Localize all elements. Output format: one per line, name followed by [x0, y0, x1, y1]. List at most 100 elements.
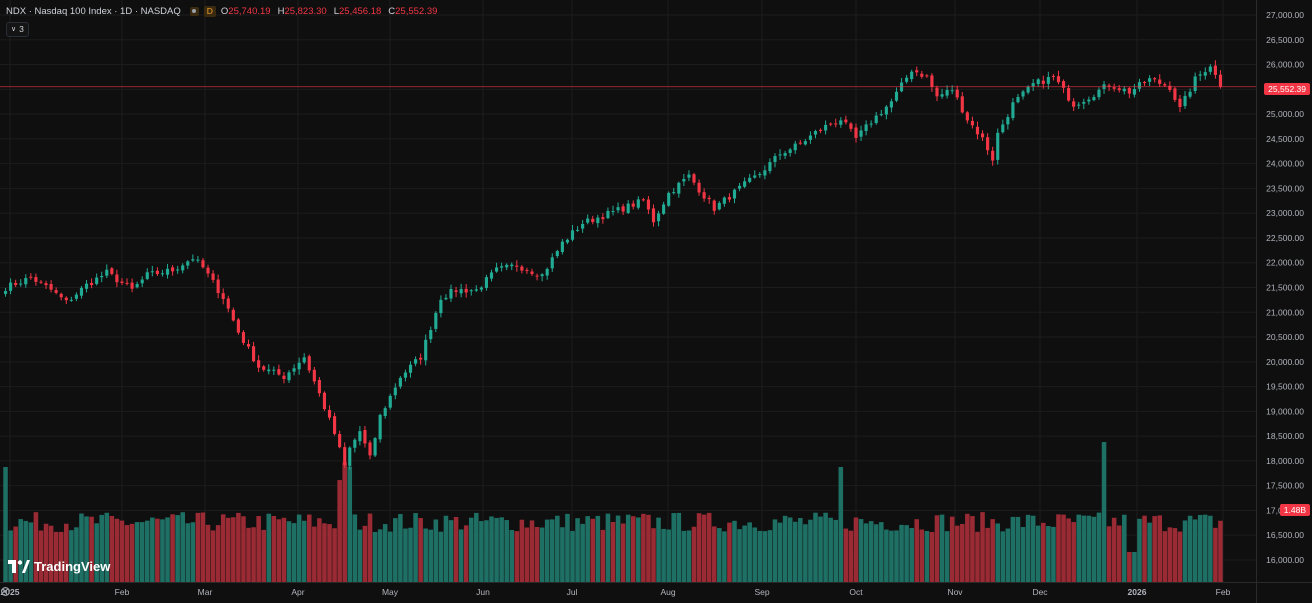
volume-bar	[1096, 512, 1102, 582]
candle-body	[408, 364, 413, 373]
candle-body	[996, 132, 1000, 160]
volume-bar	[924, 530, 930, 582]
candle-body	[889, 101, 893, 108]
volume-bar	[327, 524, 332, 582]
candle-body	[631, 203, 635, 207]
volume-bar	[418, 518, 423, 582]
candle-body	[808, 135, 812, 140]
candle-body	[601, 217, 605, 220]
volume-bar	[1030, 515, 1036, 582]
x-tick-label: Nov	[947, 587, 963, 597]
candle-body	[292, 368, 296, 372]
indicators-collapse-button[interactable]: ∨ 3	[6, 22, 29, 37]
candle-body	[19, 283, 23, 285]
volume-bar	[1172, 528, 1178, 582]
candle-body	[712, 200, 716, 211]
volume-bar	[312, 526, 317, 582]
candle-body	[768, 162, 772, 172]
candle-body	[570, 230, 575, 240]
volume-bar	[960, 523, 965, 582]
volume-bar	[742, 525, 747, 582]
gear-icon[interactable]	[0, 586, 11, 597]
volume-bar	[701, 514, 707, 582]
interval-badge[interactable]: D	[203, 5, 216, 17]
volume-bar	[828, 517, 833, 582]
candle-body	[621, 206, 625, 212]
candle-body	[373, 438, 377, 456]
volume-bar	[838, 467, 844, 582]
volume-bar	[939, 514, 945, 582]
candle-body	[500, 266, 504, 268]
candle-body	[1087, 99, 1091, 102]
tradingview-logo-icon	[8, 559, 30, 573]
volume-bar	[165, 517, 170, 582]
candle-body	[444, 297, 448, 300]
candle-body	[763, 170, 767, 176]
volume-bar	[443, 515, 449, 582]
volume-bar	[853, 517, 859, 582]
volume-bar	[1122, 514, 1127, 582]
ohlc-low: L25,456.18	[333, 5, 382, 17]
volume-bar	[474, 512, 479, 582]
candle-body	[1148, 78, 1152, 82]
volume-bar	[636, 517, 641, 582]
candle-body	[257, 360, 261, 368]
volume-bar	[772, 519, 778, 582]
volume-bar	[332, 528, 337, 582]
volume-bar	[468, 517, 474, 582]
volume-bar	[109, 515, 115, 582]
volume-bar	[347, 466, 353, 582]
candle-body	[1213, 65, 1217, 75]
x-tick-label: Jul	[567, 587, 578, 597]
x-tick-label: Feb	[115, 587, 130, 597]
volume-bar	[868, 521, 874, 582]
symbol-title[interactable]: NDX · Nasdaq 100 Index · 1D · NASDAQ	[6, 5, 181, 17]
candle-body	[1016, 96, 1020, 103]
x-tick-label: Apr	[291, 587, 304, 597]
candle-body	[252, 346, 256, 362]
volume-bar	[1162, 531, 1168, 582]
volume-bar	[1182, 520, 1188, 582]
tradingview-logo[interactable]: TradingView	[8, 559, 110, 574]
volume-bar	[519, 519, 525, 582]
volume-bar	[317, 518, 322, 582]
candle-body	[95, 277, 99, 284]
y-tick-label: 22,500.00	[1266, 233, 1304, 243]
candle-body	[707, 197, 711, 200]
candle-body	[145, 272, 149, 279]
candle-body	[697, 182, 701, 193]
x-tick-label: Sep	[754, 587, 769, 597]
candle-body	[221, 293, 225, 299]
volume-bar	[1061, 514, 1066, 582]
volume-bar	[337, 480, 342, 582]
volume-bar	[489, 516, 494, 582]
volume-bar	[84, 516, 89, 582]
candle-body	[813, 131, 818, 135]
candle-body	[464, 288, 468, 293]
candle-body	[1132, 89, 1136, 95]
volume-bar	[1081, 515, 1087, 582]
y-tick-label: 23,000.00	[1266, 208, 1304, 218]
volume-bar	[53, 531, 59, 582]
volume-bar	[1010, 516, 1016, 582]
y-tick-label: 17,500.00	[1266, 481, 1304, 491]
candle-body	[494, 267, 499, 272]
candle-body	[550, 257, 554, 269]
volume-bar	[306, 514, 312, 582]
candle-body	[434, 312, 438, 329]
candle-body	[1072, 101, 1076, 107]
candle-body	[302, 357, 306, 363]
candle-body	[39, 281, 43, 283]
volume-bar	[377, 529, 383, 582]
volume-bar	[382, 524, 388, 582]
volume-bar	[696, 513, 702, 582]
volume-bar	[1041, 522, 1046, 582]
candle-body	[393, 387, 397, 396]
volume-bar	[1137, 518, 1142, 582]
candle-body	[879, 114, 883, 116]
volume-bar	[737, 529, 742, 582]
volume-bar	[1152, 516, 1157, 582]
candle-body	[368, 442, 372, 456]
